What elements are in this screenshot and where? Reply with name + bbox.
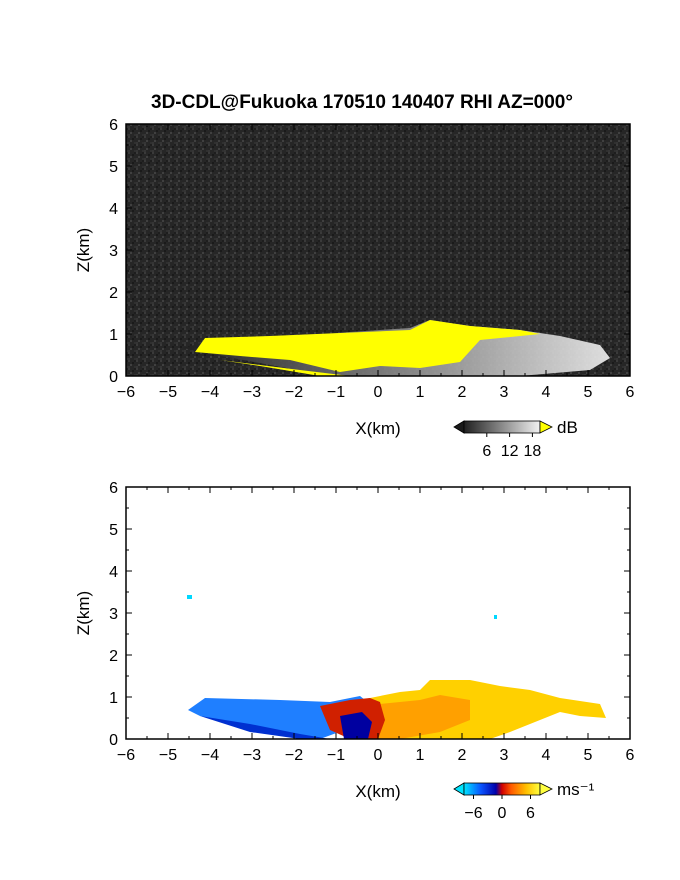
- colorbar-tick-label: −6: [464, 805, 482, 822]
- velocity-point: [494, 615, 497, 619]
- x-tick-label: −3: [243, 384, 261, 401]
- velocity-approaching-strong: [200, 716, 330, 739]
- velocity-receding-core: [376, 695, 470, 739]
- y-tick-label: 4: [109, 564, 118, 581]
- x-tick-label: 0: [374, 384, 383, 401]
- x-tick-label: 5: [584, 384, 593, 401]
- y-tick-label: 2: [109, 285, 118, 302]
- x-tick-label: −3: [243, 747, 261, 764]
- velocity-colorbar: ms⁻¹ −6 0 6: [453, 780, 595, 822]
- y-tick-label: 6: [109, 480, 118, 497]
- colorbar-tick-label: 18: [524, 443, 542, 460]
- backscatter-colorbar-under-arrow: [453, 420, 465, 434]
- backscatter-colorbar-over-arrow: [539, 420, 553, 434]
- velocity-x-ticks: −6 −5 −4 −3 −2 −1 0 1 2 3 4 5 6: [117, 487, 635, 764]
- x-tick-label: −5: [159, 384, 177, 401]
- x-tick-label: −4: [201, 384, 219, 401]
- backscatter-colorbar-bar: [463, 420, 541, 434]
- y-tick-label: 3: [109, 243, 118, 260]
- chart-title: 3D-CDL@Fukuoka 170510 140407 RHI AZ=000°: [151, 92, 573, 113]
- velocity-point: [187, 595, 192, 599]
- velocity-echo: [188, 680, 606, 739]
- y-tick-label: 0: [109, 369, 118, 386]
- y-tick-label: 3: [109, 606, 118, 623]
- x-tick-label: 3: [500, 747, 509, 764]
- backscatter-echo: [183, 320, 610, 376]
- x-tick-label: −2: [285, 384, 303, 401]
- velocity-colorbar-bar: [463, 782, 541, 796]
- x-tick-label: 2: [458, 384, 467, 401]
- y-tick-label: 5: [109, 159, 118, 176]
- colorbar-tick-label: 0: [498, 805, 507, 822]
- backscatter-colorbar-ticks: 6 12 18: [482, 433, 541, 460]
- velocity-colorbar-under-arrow: [453, 782, 465, 796]
- backscatter-x-ticks: −6 −5 −4 −3 −2 −1 0 1 2 3 4 5 6: [117, 124, 635, 401]
- backscatter-colorbar-unit: dB: [557, 418, 578, 437]
- y-tick-label: 1: [109, 327, 118, 344]
- x-tick-label: 4: [542, 747, 551, 764]
- y-tick-label: 5: [109, 522, 118, 539]
- velocity-y-ticks: 0 1 2 3 4 5 6: [109, 480, 630, 749]
- x-tick-label: −6: [117, 747, 135, 764]
- velocity-near-zero-core: [340, 712, 372, 739]
- x-tick-label: 5: [584, 747, 593, 764]
- colorbar-tick-label: 6: [482, 443, 491, 460]
- x-tick-label: −4: [201, 747, 219, 764]
- colorbar-tick-label: 6: [526, 805, 535, 822]
- y-tick-label: 6: [109, 117, 118, 134]
- x-tick-label: 3: [500, 384, 509, 401]
- x-tick-label: 1: [416, 384, 425, 401]
- x-tick-label: −5: [159, 747, 177, 764]
- velocity-y-axis-label: Z(km): [74, 591, 93, 635]
- backscatter-colorbar: dB 6 12 18: [453, 418, 578, 460]
- x-tick-label: 6: [626, 384, 635, 401]
- velocity-colorbar-ticks: −6 0 6: [464, 795, 535, 822]
- x-tick-label: −1: [327, 384, 345, 401]
- y-tick-label: 4: [109, 201, 118, 218]
- x-tick-label: 1: [416, 747, 425, 764]
- echo-saturated-region: [195, 320, 540, 372]
- backscatter-y-ticks: 0 1 2 3 4 5 6: [109, 117, 630, 386]
- y-tick-label: 0: [109, 732, 118, 749]
- velocity-x-axis-label: X(km): [355, 782, 400, 801]
- x-tick-label: −1: [327, 747, 345, 764]
- x-tick-label: 4: [542, 384, 551, 401]
- x-tick-label: 6: [626, 747, 635, 764]
- velocity-colorbar-unit: ms⁻¹: [557, 780, 595, 799]
- backscatter-y-axis-label: Z(km): [74, 228, 93, 272]
- backscatter-x-axis-label: X(km): [355, 419, 400, 438]
- colorbar-tick-label: 12: [501, 443, 519, 460]
- y-tick-label: 2: [109, 648, 118, 665]
- x-tick-label: 2: [458, 747, 467, 764]
- y-tick-label: 1: [109, 690, 118, 707]
- velocity-colorbar-over-arrow: [539, 782, 553, 796]
- x-tick-label: −2: [285, 747, 303, 764]
- x-tick-label: −6: [117, 384, 135, 401]
- x-tick-label: 0: [374, 747, 383, 764]
